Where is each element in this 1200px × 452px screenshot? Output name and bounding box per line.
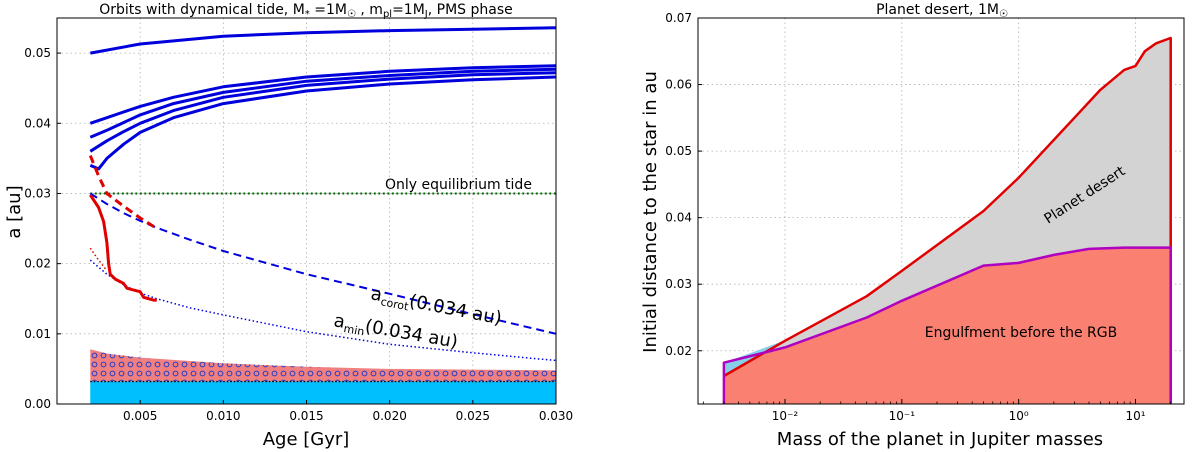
right-x-tick-label: 10⁻¹	[889, 409, 916, 423]
right-plot-frame	[697, 17, 1185, 405]
left-y-tick-label: 0.03	[24, 186, 51, 200]
right-chart: Planet desert, 1M☉ 10⁻² 10⁻¹ 10⁰ 10¹ 0.02 0.0…	[640, 2, 1185, 450]
right-y-tick-label: 0.02	[665, 344, 692, 358]
right-fills	[723, 38, 1171, 404]
right-chart-title: Planet desert, 1M☉	[876, 2, 1008, 20]
right-y-tick-label: 0.07	[665, 11, 692, 25]
right-x-tick-label: 10⁻²	[772, 409, 799, 423]
annotation-equilibrium-tide: Only equilibrium tide	[385, 177, 532, 193]
left-chart-title: Orbits with dynamical tide, M* =1M☉ , mp…	[99, 2, 513, 20]
left-y-tick-label: 0.00	[24, 397, 51, 411]
left-fills	[90, 349, 556, 404]
engulfment-boundary	[722, 246, 1172, 404]
right-x-tick-label: 10⁰	[1009, 409, 1029, 423]
left-y-tick-label: 0.05	[24, 46, 51, 60]
left-y-axis-label: a [au]	[4, 185, 25, 238]
left-series-9	[89, 194, 157, 302]
left-y-tick-label: 0.04	[24, 116, 51, 130]
planet-desert-region	[723, 38, 1171, 376]
left-series-7	[89, 259, 556, 362]
left-x-tick-label: 0.020	[372, 409, 406, 423]
planet-desert-boundary	[723, 36, 1172, 404]
right-y-tick-label: 0.05	[665, 144, 692, 158]
left-x-tick-label: 0.015	[289, 409, 323, 423]
left-y-tick-label: 0.01	[24, 327, 51, 341]
left-series-10	[89, 247, 108, 272]
right-x-axis-label: Mass of the planet in Jupiter masses	[777, 429, 1103, 450]
left-series-8	[88, 155, 158, 230]
left-series-1	[89, 64, 556, 125]
left-ticks: 0.005 0.010 0.015 0.020 0.025 0.030 0.00 0.01 0.…	[24, 46, 573, 423]
left-x-tick-label: 0.030	[539, 409, 573, 423]
left-x-tick-label: 0.005	[123, 409, 157, 423]
left-series-2	[89, 67, 556, 139]
left-x-tick-label: 0.025	[456, 409, 490, 423]
left-series	[88, 26, 556, 362]
right-y-tick-label: 0.04	[665, 211, 692, 225]
left-x-tick-label: 0.010	[206, 409, 240, 423]
engulfment-region	[723, 247, 1171, 404]
left-series-6	[89, 192, 556, 335]
left-y-tick-label: 0.02	[24, 257, 51, 271]
right-y-tick-label: 0.06	[665, 78, 692, 92]
right-y-tick-label: 0.03	[665, 277, 692, 291]
right-x-tick-label: 10¹	[1125, 409, 1145, 423]
envelope-circle-hatch	[90, 349, 556, 382]
right-y-axis-label: Initial distance to the star in au	[640, 71, 661, 353]
left-series-0	[90, 26, 556, 55]
annotation-engulfment: Engulfment before the RGB	[925, 325, 1117, 341]
right-series	[722, 36, 1172, 404]
stellar-radius-band	[90, 381, 556, 404]
left-chart: Orbits with dynamical tide, M* =1M☉ , mp…	[4, 2, 573, 450]
left-x-axis-label: Age [Gyr]	[263, 429, 350, 450]
left-series-4	[89, 75, 556, 171]
left-series-3	[89, 71, 556, 153]
right-ticks: 10⁻² 10⁻¹ 10⁰ 10¹ 0.02 0.03 0.04 0.05 0.06 0.07	[665, 11, 1172, 423]
